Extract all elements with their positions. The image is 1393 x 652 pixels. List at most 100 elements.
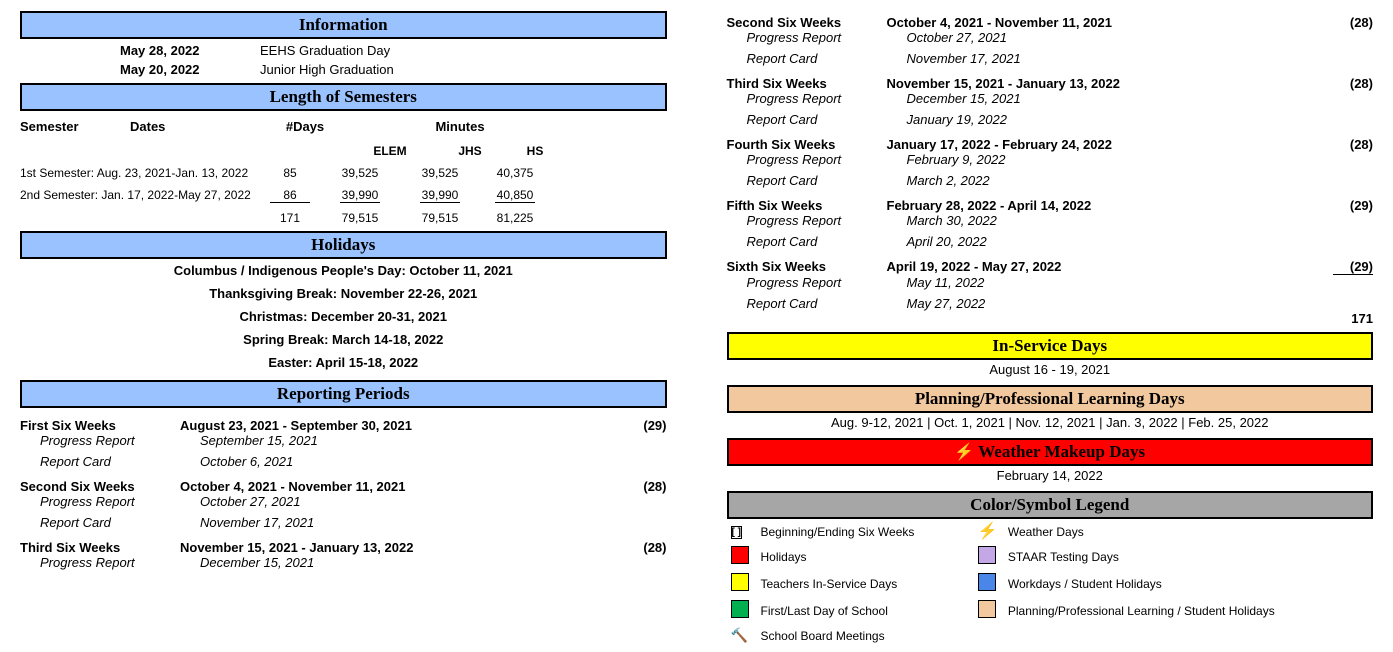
rp-name: Fifth Six Weeks: [727, 198, 887, 213]
reporting-block: First Six Weeks August 23, 2021 - Septem…: [20, 418, 667, 469]
bracket-icon: [ ]: [731, 526, 742, 539]
information-row: May 20, 2022 Junior High Graduation: [20, 58, 667, 77]
rp-range: April 19, 2022 - May 27, 2022: [887, 259, 1334, 275]
reporting-periods-header: Reporting Periods: [20, 380, 667, 408]
reporting-block: Third Six Weeks November 15, 2021 - Janu…: [20, 540, 667, 570]
semester-elem: 39,990: [320, 188, 400, 203]
rp-progress-label: Progress Report: [20, 494, 200, 509]
holiday-line: Spring Break: March 14-18, 2022: [20, 328, 667, 351]
semester-header-row: Semester Dates #Days Minutes: [20, 111, 667, 134]
rp-range: January 17, 2022 - February 24, 2022: [887, 137, 1334, 152]
rp-days: (28): [1333, 76, 1373, 91]
total-hs: 81,225: [480, 211, 550, 225]
rp-progress-label: Progress Report: [20, 555, 200, 570]
rp-range: February 28, 2022 - April 14, 2022: [887, 198, 1334, 213]
rp-name: Third Six Weeks: [20, 540, 180, 555]
semester-jhs: 39,525: [400, 166, 480, 180]
semester-name: 1st Semester: Aug. 23, 2021-Jan. 13, 202…: [20, 166, 260, 180]
rp-report-date: March 2, 2022: [907, 173, 1374, 188]
col-dates: Dates: [130, 119, 260, 134]
rp-days: (28): [1333, 15, 1373, 30]
semester-row: 2nd Semester: Jan. 17, 2022-May 27, 2022…: [20, 180, 667, 203]
rp-total: 171: [1333, 311, 1373, 326]
rp-days: (28): [1333, 137, 1373, 152]
legend-text: STAAR Testing Days: [1004, 543, 1373, 570]
semester-name: 2nd Semester: Jan. 17, 2022-May 27, 2022: [20, 188, 260, 203]
legend-row: Teachers In-Service DaysWorkdays / Stude…: [727, 570, 1374, 597]
semester-jhs: 39,990: [400, 188, 480, 203]
legend-text: Beginning/Ending Six Weeks: [757, 521, 974, 543]
info-event: Junior High Graduation: [260, 62, 394, 77]
in-service-header: In-Service Days: [727, 332, 1374, 360]
rp-progress-label: Progress Report: [727, 152, 907, 167]
weather-header: ⚡ Weather Makeup Days: [727, 438, 1374, 466]
lightning-icon: ⚡: [978, 523, 998, 540]
rp-progress-date: September 15, 2021: [200, 433, 667, 448]
rp-range: November 15, 2021 - January 13, 2022: [887, 76, 1334, 91]
total-jhs: 79,515: [400, 211, 480, 225]
gavel-icon: 🔨: [731, 627, 748, 643]
legend-row: First/Last Day of SchoolPlanning/Profess…: [727, 597, 1374, 624]
rp-progress-date: March 30, 2022: [907, 213, 1374, 228]
rp-progress-date: December 15, 2021: [907, 91, 1374, 106]
rp-report-label: Report Card: [727, 112, 907, 127]
legend-row: [ ] Beginning/Ending Six Weeks⚡ Weather Da…: [727, 521, 1374, 543]
rp-report-label: Report Card: [20, 454, 200, 469]
reporting-block: Fourth Six Weeks January 17, 2022 - Febr…: [727, 137, 1374, 188]
info-date: May 20, 2022: [120, 62, 260, 77]
right-column: Second Six Weeks October 4, 2021 - Novem…: [727, 5, 1374, 647]
planning-text: Aug. 9-12, 2021 | Oct. 1, 2021 | Nov. 12…: [727, 413, 1374, 432]
rp-range: October 4, 2021 - November 11, 2021: [180, 479, 627, 494]
total-days: 171: [260, 211, 320, 225]
reporting-block: Second Six Weeks October 4, 2021 - Novem…: [20, 479, 667, 530]
col-semester: Semester: [20, 119, 130, 134]
rp-days: (29): [1333, 198, 1373, 213]
legend-text: School Board Meetings: [757, 624, 974, 647]
legend-swatch: [978, 600, 996, 618]
rp-name: Sixth Six Weeks: [727, 259, 887, 275]
rp-name: First Six Weeks: [20, 418, 180, 433]
information-row: May 28, 2022 EEHS Graduation Day: [20, 39, 667, 58]
rp-progress-date: May 11, 2022: [907, 275, 1374, 290]
information-header: Information: [20, 11, 667, 39]
lightning-icon: ⚡: [954, 444, 974, 461]
weather-text: February 14, 2022: [727, 466, 1374, 485]
legend-swatch: [978, 573, 996, 591]
semester-days: 85: [260, 166, 320, 180]
rp-name: Fourth Six Weeks: [727, 137, 887, 152]
length-semesters-header: Length of Semesters: [20, 83, 667, 111]
sub-elem: ELEM: [350, 144, 430, 158]
rp-report-date: November 17, 2021: [200, 515, 667, 530]
col-minutes: Minutes: [350, 119, 570, 134]
left-column: Information May 28, 2022 EEHS Graduation…: [20, 5, 667, 647]
rp-report-label: Report Card: [20, 515, 200, 530]
holiday-line: Easter: April 15-18, 2022: [20, 351, 667, 374]
rp-progress-date: October 27, 2021: [907, 30, 1374, 45]
rp-name: Second Six Weeks: [727, 15, 887, 30]
reporting-block: Third Six Weeks November 15, 2021 - Janu…: [727, 76, 1374, 127]
holiday-line: Columbus / Indigenous People's Day: Octo…: [20, 259, 667, 282]
reporting-block: Sixth Six Weeks April 19, 2022 - May 27,…: [727, 259, 1374, 311]
legend-row: 🔨 School Board Meetings: [727, 624, 1374, 647]
total-elem: 79,515: [320, 211, 400, 225]
reporting-block: Second Six Weeks October 4, 2021 - Novem…: [727, 15, 1374, 66]
semester-elem: 39,525: [320, 166, 400, 180]
rp-report-label: Report Card: [727, 234, 907, 249]
rp-days: (29): [1333, 259, 1373, 275]
legend-text: Teachers In-Service Days: [757, 570, 974, 597]
rp-progress-label: Progress Report: [727, 30, 907, 45]
holiday-line: Thanksgiving Break: November 22-26, 2021: [20, 282, 667, 305]
rp-days: (28): [627, 479, 667, 494]
reporting-block: Fifth Six Weeks February 28, 2022 - Apri…: [727, 198, 1374, 249]
weather-title: Weather Makeup Days: [978, 442, 1145, 461]
semester-total-row: 171 79,515 79,515 81,225: [20, 203, 667, 225]
rp-name: Third Six Weeks: [727, 76, 887, 91]
legend-table: [ ] Beginning/Ending Six Weeks⚡ Weather Da…: [727, 521, 1374, 647]
rp-report-date: January 19, 2022: [907, 112, 1374, 127]
legend-text: Weather Days: [1004, 521, 1373, 543]
rp-range: November 15, 2021 - January 13, 2022: [180, 540, 627, 555]
rp-progress-label: Progress Report: [727, 275, 907, 290]
rp-progress-label: Progress Report: [20, 433, 200, 448]
rp-report-date: November 17, 2021: [907, 51, 1374, 66]
legend-text: First/Last Day of School: [757, 597, 974, 624]
